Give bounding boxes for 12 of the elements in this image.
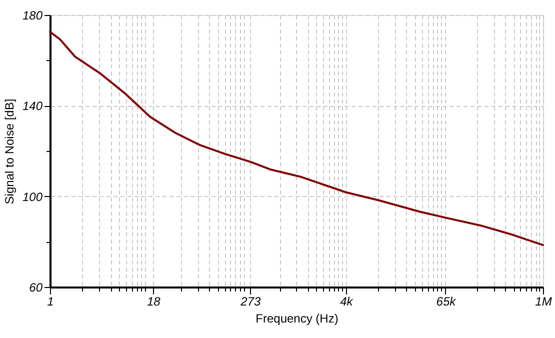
x-axis-title: Frequency (Hz) xyxy=(256,312,338,326)
x-tick-label: 1M xyxy=(535,294,552,308)
x-tick-label: 1 xyxy=(47,294,54,308)
y-tick-label: 100 xyxy=(22,190,43,204)
x-tick-label: 65k xyxy=(436,294,457,308)
x-tick-label: 273 xyxy=(240,294,262,308)
y-tick-label: 140 xyxy=(22,99,43,114)
x-tick-label: 4k xyxy=(340,294,354,308)
y-tick-label: 60 xyxy=(29,280,43,294)
x-tick-label: 18 xyxy=(146,294,161,308)
y-tick-label: 180 xyxy=(22,8,43,22)
y-axis-title: Signal to Noise [dB] xyxy=(2,98,16,204)
